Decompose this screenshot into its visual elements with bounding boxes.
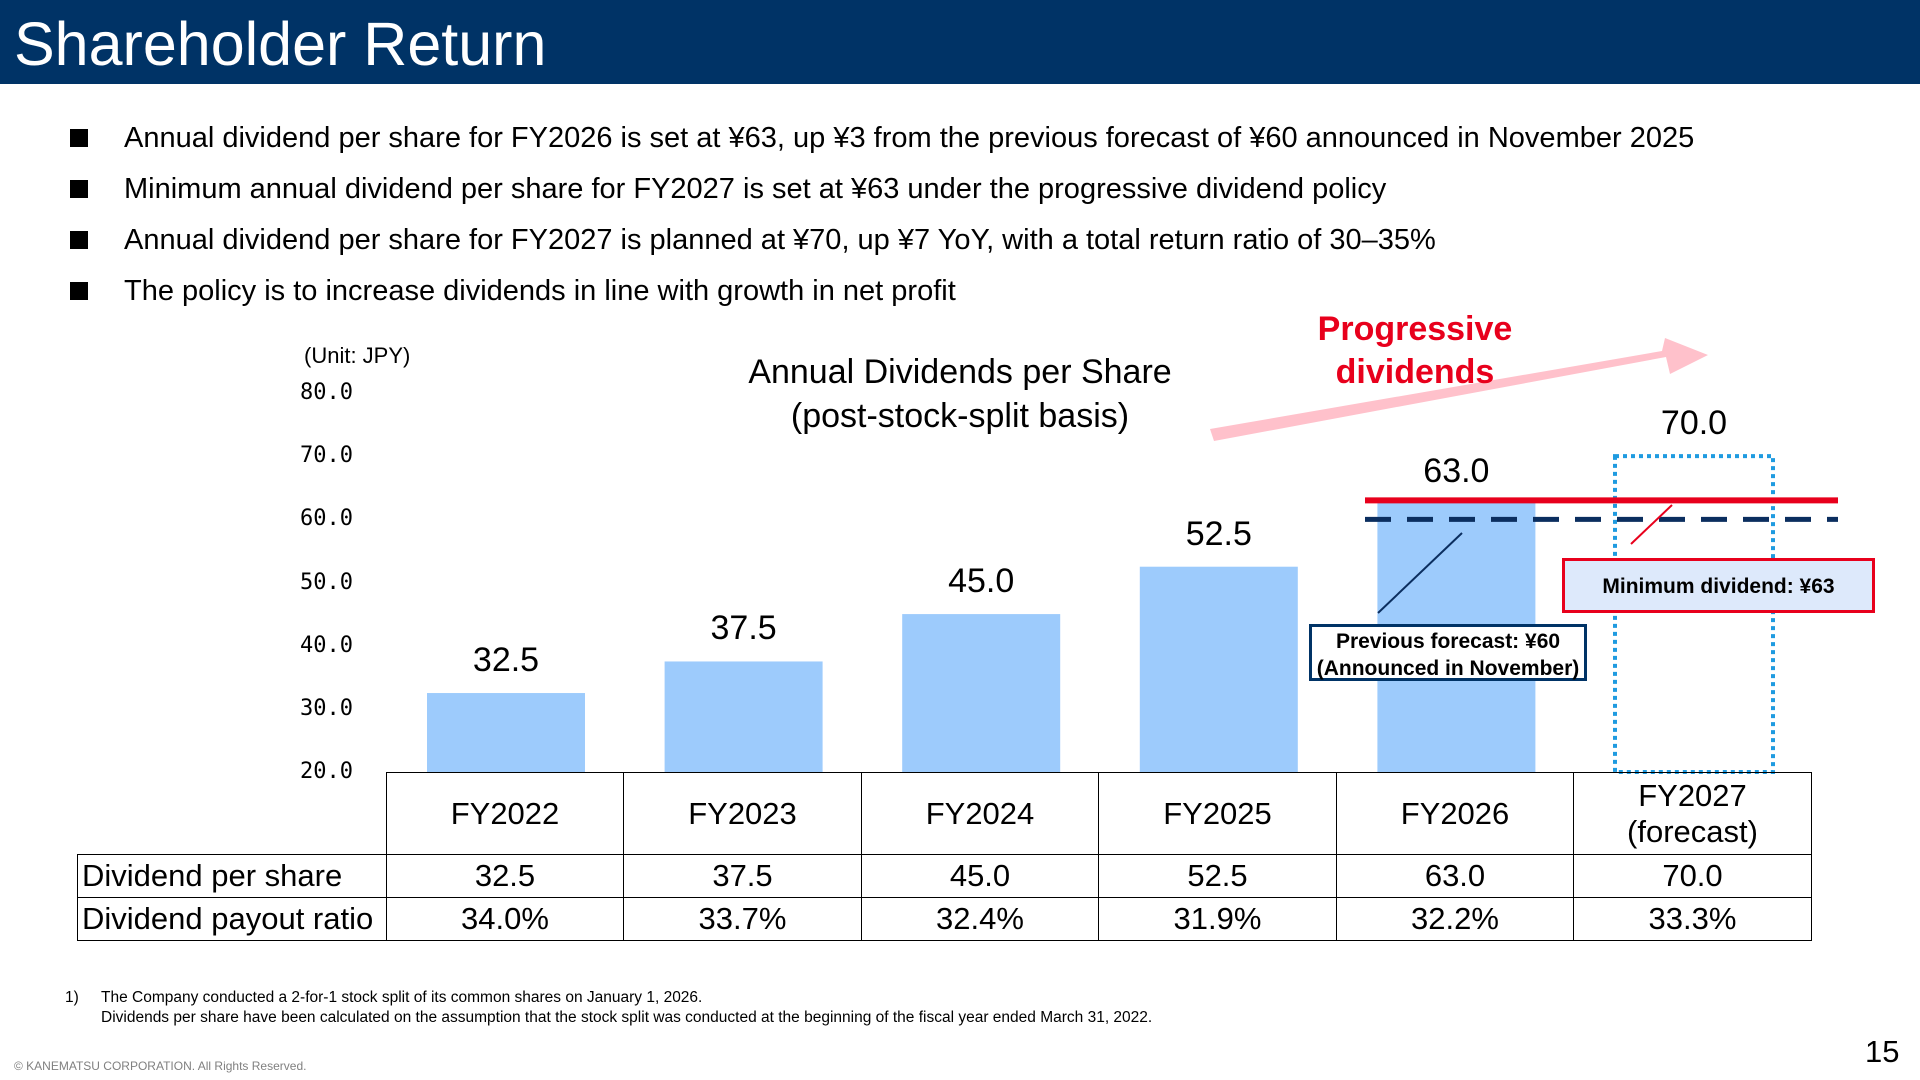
progressive-arrow [1210, 338, 1708, 441]
bullet-text: Minimum annual dividend per share for FY… [124, 173, 1387, 205]
y-tick-label: 30.0 [300, 695, 353, 721]
table-header-cell: FY2022 [386, 772, 624, 855]
callout-line: Minimum dividend: ¥63 [1602, 575, 1835, 598]
table-cell: 70.0 [1573, 854, 1812, 898]
unit-label: (Unit: JPY) [304, 343, 411, 368]
bullet-square-icon [70, 231, 88, 249]
header-text: FY2023 [688, 795, 797, 831]
table-cell: 63.0 [1336, 854, 1574, 898]
minimum-dividend-leader [1630, 504, 1673, 545]
y-tick-label: 80.0 [300, 380, 353, 405]
table-header-cell: FY2025 [1098, 772, 1337, 855]
dividend-table: FY2022 FY2023 FY2024 FY2025 FY2026 FY202… [77, 772, 1812, 941]
table-cell: 32.2% [1336, 897, 1574, 941]
page-title: Shareholder Return [14, 10, 547, 78]
page-number: 15 [1865, 1034, 1900, 1069]
progressive-arrow-icon [1210, 338, 1708, 441]
header-text: (forecast) [1627, 813, 1758, 849]
table-header-cell: FY2024 [861, 772, 1099, 855]
callout-leaders [1377, 504, 1673, 614]
progressive-dividends-label: Progressive dividends [1270, 308, 1560, 394]
header-text: FY2027 [1638, 777, 1747, 813]
table-cell: 34.0% [386, 897, 624, 941]
callout-line: Previous forecast: ¥60 [1335, 630, 1561, 653]
footnote-line: Dividends per share have been calculated… [101, 1009, 1153, 1026]
table-cell: 45.0 [861, 854, 1099, 898]
forecast-bar [1613, 454, 1775, 774]
previous-forecast-callout: Previous forecast: ¥60 (Announced in Nov… [1309, 624, 1587, 681]
table-cell: 37.5 [623, 854, 862, 898]
bullet-list: Annual dividend per share for FY2026 is … [68, 118, 1908, 322]
chart-title: Annual Dividends per Share (post-stock-s… [700, 350, 1220, 438]
minimum-dividend-callout: Minimum dividend: ¥63 [1562, 558, 1875, 613]
table-cell: 31.9% [1098, 897, 1337, 941]
table-row: Dividend payout ratio 34.0% 33.7% 32.4% … [77, 897, 1812, 941]
callout-line: (Announced in November) [1316, 657, 1580, 680]
footnote-number: 1) [65, 989, 79, 1006]
bullet-square-icon [70, 282, 88, 300]
bullet-text: Annual dividend per share for FY2026 is … [124, 122, 1695, 154]
bullet-text: Annual dividend per share for FY2027 is … [124, 224, 1436, 256]
chart-title-line: Annual Dividends per Share [748, 353, 1172, 391]
bullet-square-icon [70, 129, 88, 147]
title-bar: Shareholder Return [0, 0, 1920, 84]
table-corner [77, 772, 387, 855]
footnote-line: The Company conducted a 2-for-1 stock sp… [101, 989, 703, 1006]
y-tick-label: 60.0 [300, 506, 353, 532]
data-label: 70.0 [1660, 404, 1728, 443]
data-label: 52.5 [1185, 514, 1252, 553]
y-tick-label: 50.0 [300, 569, 353, 595]
table-header-row: FY2022 FY2023 FY2024 FY2025 FY2026 FY202… [77, 772, 1812, 855]
data-label: 45.0 [948, 562, 1015, 601]
bullet-item: Annual dividend per share for FY2027 is … [68, 220, 1908, 271]
bullet-item: The policy is to increase dividends in l… [68, 271, 1908, 322]
header-text: FY2022 [450, 795, 560, 831]
bar [1139, 566, 1298, 772]
data-label: 63.0 [1423, 452, 1490, 491]
header-text: FY2024 [925, 795, 1035, 831]
data-label: 32.5 [472, 641, 540, 680]
table-header-cell: FY2023 [623, 772, 862, 855]
row-label: Dividend payout ratio [77, 897, 387, 941]
bar [427, 693, 585, 772]
bullet-item: Minimum annual dividend per share for FY… [68, 169, 1908, 220]
bullet-item: Annual dividend per share for FY2026 is … [68, 118, 1908, 169]
previous-forecast-leader [1377, 532, 1463, 614]
header-text: FY2026 [1400, 795, 1510, 831]
table-cell: 33.3% [1573, 897, 1812, 941]
progressive-label-line: dividends [1335, 353, 1495, 391]
header-text: FY2025 [1163, 795, 1272, 831]
bar [664, 661, 823, 772]
data-label: 37.5 [710, 609, 777, 648]
bullet-square-icon [70, 180, 88, 198]
table-cell: 32.5 [386, 854, 624, 898]
table-cell: 32.4% [861, 897, 1099, 941]
row-label: Dividend per share [77, 854, 387, 898]
table-cell: 52.5 [1098, 854, 1337, 898]
bar [902, 614, 1061, 772]
bullet-text: The policy is to increase dividends in l… [124, 275, 956, 307]
table-row: Dividend per share 32.5 37.5 45.0 52.5 6… [77, 854, 1812, 898]
copyright: © KANEMATSU CORPORATION. All Rights Rese… [14, 1059, 307, 1073]
table-cell: 33.7% [623, 897, 862, 941]
chart-subtitle-line: (post-stock-split basis) [790, 397, 1130, 435]
progressive-label-line: Progressive [1317, 310, 1513, 348]
table-header-cell: FY2027 (forecast) [1573, 772, 1812, 855]
y-tick-label: 40.0 [300, 632, 353, 658]
y-tick-label: 70.0 [300, 443, 353, 469]
table-header-cell: FY2026 [1336, 772, 1574, 855]
